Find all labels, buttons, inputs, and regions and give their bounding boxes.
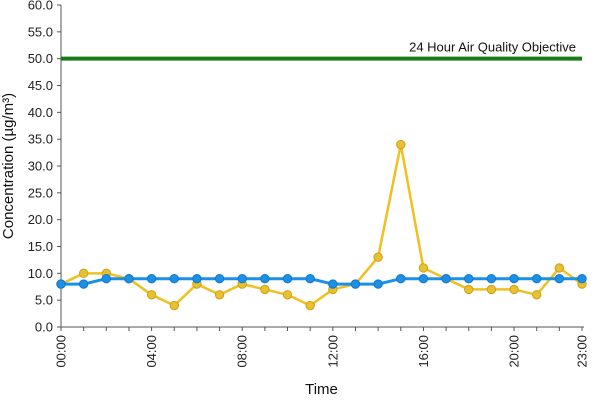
data-point (305, 274, 315, 284)
x-axis-ticks: 00:00 04:00 08:00 12:00 16:00 20:00 23:00 (54, 327, 590, 368)
data-point (418, 263, 429, 273)
data-point (169, 300, 179, 311)
y-axis-title: Concentration (µg/m³) (0, 93, 17, 239)
x-tick-label: 16:00 (416, 335, 431, 368)
x-tick-label: 08:00 (235, 335, 250, 368)
y-tick-label: 5.0 (35, 293, 53, 308)
data-point (146, 274, 157, 284)
data-point (192, 274, 202, 284)
y-tick-label: 60.0 (28, 0, 53, 13)
y-tick-label: 35.0 (28, 132, 53, 147)
data-point (373, 252, 383, 262)
data-point (78, 279, 89, 289)
x-tick-label: 20:00 (507, 335, 522, 368)
data-point (486, 274, 497, 284)
data-point (169, 274, 179, 284)
data-point (396, 139, 406, 150)
y-tick-label: 45.0 (28, 78, 53, 93)
data-point (554, 274, 565, 284)
data-point (124, 274, 134, 284)
y-tick-label: 0.0 (35, 320, 53, 335)
series-0 (56, 139, 587, 311)
data-point (328, 279, 338, 289)
data-point (237, 274, 247, 284)
data-point (260, 284, 270, 295)
data-point (305, 300, 315, 311)
data-point (509, 274, 519, 284)
x-tick-label: 00:00 (54, 335, 69, 368)
data-point (531, 274, 542, 284)
y-tick-label: 40.0 (28, 105, 53, 120)
data-point (282, 274, 293, 284)
data-point (464, 284, 474, 295)
x-tick-label: 23:00 (575, 335, 590, 368)
y-tick-label: 25.0 (28, 185, 53, 200)
data-point (56, 279, 66, 289)
data-point (101, 274, 112, 284)
data-point (282, 290, 293, 300)
y-tick-label: 30.0 (28, 159, 53, 174)
y-tick-label: 10.0 (28, 266, 53, 281)
data-point (531, 290, 542, 300)
data-point (509, 284, 519, 295)
data-point (146, 290, 157, 300)
reference-line-label: 24 Hour Air Quality Objective (409, 40, 576, 55)
y-tick-label: 20.0 (28, 212, 53, 227)
data-point (464, 274, 474, 284)
x-tick-label: 04:00 (144, 335, 159, 368)
data-point (486, 284, 497, 295)
data-point (418, 274, 429, 284)
data-point (260, 274, 270, 284)
series-1 (56, 274, 587, 289)
data-point (214, 290, 225, 300)
y-axis-ticks: 0.0 5.0 10.0 15.0 20.0 25.0 30.0 35.0 40.0 45.0 50… (28, 0, 61, 335)
data-point (214, 274, 225, 284)
x-axis-title: Time (305, 381, 338, 398)
y-tick-label: 50.0 (28, 51, 53, 66)
data-point (441, 274, 451, 284)
data-point (396, 274, 406, 284)
y-tick-label: 15.0 (28, 239, 53, 254)
y-tick-label: 55.0 (28, 24, 53, 39)
data-point (554, 263, 565, 273)
series-layer (56, 139, 587, 311)
x-tick-label: 12:00 (325, 335, 340, 368)
data-point (78, 268, 89, 279)
data-point (373, 279, 383, 289)
series-line (61, 277, 582, 286)
data-point (577, 274, 587, 284)
data-point (350, 279, 361, 289)
